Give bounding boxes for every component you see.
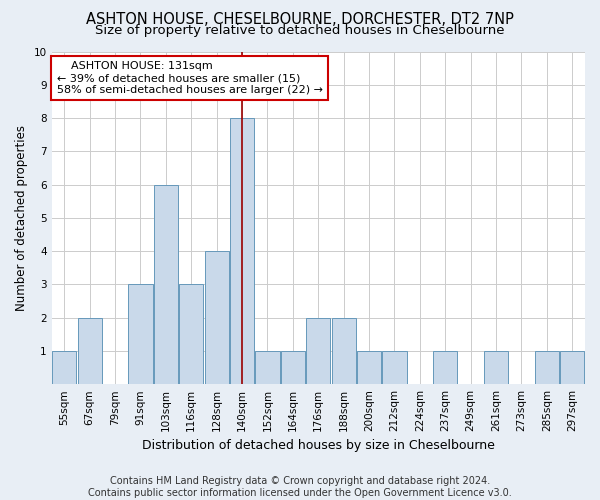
Bar (332, 318, 356, 384)
Text: ASHTON HOUSE: 131sqm    
← 39% of detached houses are smaller (15)
58% of semi-d: ASHTON HOUSE: 131sqm ← 39% of detached h… (57, 62, 323, 94)
Bar (154, 184, 178, 384)
Bar (382, 351, 407, 384)
Text: Size of property relative to detached houses in Cheselbourne: Size of property relative to detached ho… (95, 24, 505, 37)
Bar (281, 351, 305, 384)
Bar (306, 318, 331, 384)
Bar (77, 318, 102, 384)
Bar (205, 251, 229, 384)
X-axis label: Distribution of detached houses by size in Cheselbourne: Distribution of detached houses by size … (142, 440, 495, 452)
Bar (256, 351, 280, 384)
Bar (560, 351, 584, 384)
Bar (433, 351, 457, 384)
Bar (535, 351, 559, 384)
Bar (52, 351, 76, 384)
Text: ASHTON HOUSE, CHESELBOURNE, DORCHESTER, DT2 7NP: ASHTON HOUSE, CHESELBOURNE, DORCHESTER, … (86, 12, 514, 28)
Bar (179, 284, 203, 384)
Bar (357, 351, 381, 384)
Bar (484, 351, 508, 384)
Y-axis label: Number of detached properties: Number of detached properties (15, 125, 28, 311)
Bar (230, 118, 254, 384)
Bar (128, 284, 152, 384)
Text: Contains HM Land Registry data © Crown copyright and database right 2024.
Contai: Contains HM Land Registry data © Crown c… (88, 476, 512, 498)
